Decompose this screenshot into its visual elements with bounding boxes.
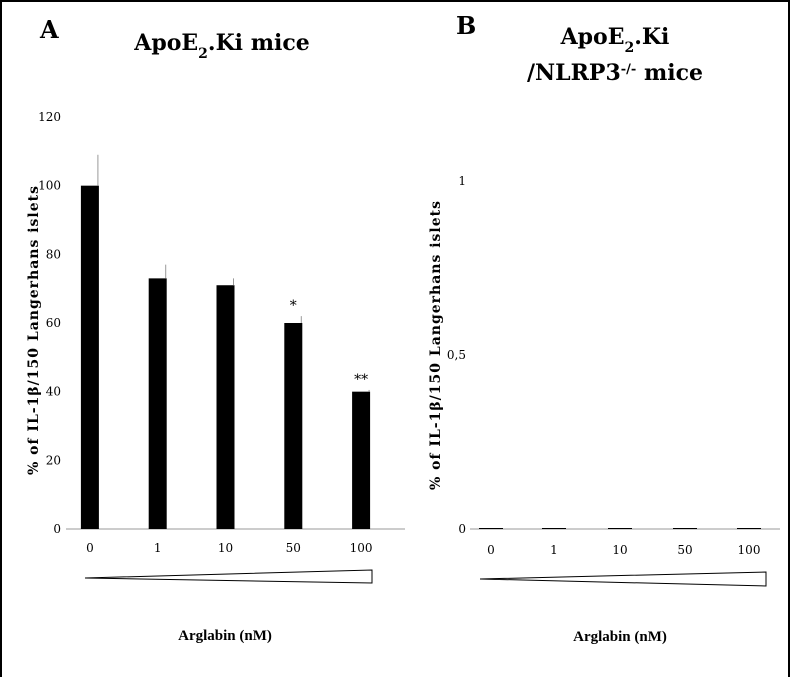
y-tick-label: 0,5 [447,348,466,362]
x-tick-label: 10 [612,543,627,557]
panel-b-x-axis-label: Arglabin (nM) [573,629,667,645]
panel-b-title: ApoE2.Ki/NLRP3-/- mice [527,24,703,86]
bar [737,528,761,529]
x-tick-label: 100 [350,541,373,555]
y-tick-label: 40 [46,385,61,399]
x-tick-label: 0 [487,543,495,557]
panel-b: B ApoE2.Ki/NLRP3-/- mice % of IL-1β/150 … [428,11,780,645]
panel-b-y-ticks: 00,51 [447,174,466,536]
x-tick-label: 100 [738,543,761,557]
x-tick-label: 50 [677,543,692,557]
panel-a-concentration-wedge [84,569,373,584]
panel-b-title-line: ApoE2.Ki [560,24,670,56]
y-tick-label: 0 [53,522,61,536]
x-tick-label: 1 [550,543,558,557]
bar [148,278,167,529]
panel-a-x-ticks: 0 1 10 50 100 [86,541,372,555]
bar [80,185,99,529]
panel-b-y-axis-label: % of IL-1β/150 Langerhans islets [428,200,444,490]
y-tick-label: 60 [46,316,61,330]
x-tick-label: 50 [286,541,301,555]
bar [608,528,632,529]
y-tick-label: 120 [38,110,61,124]
panel-a-y-axis-label: % of IL-1β/150 Langerhans islets [26,185,42,475]
panel-b-letter: B [456,11,476,40]
panel-b-x-ticks: 0 1 10 50 100 [487,543,760,557]
significance-marker: ** [354,372,368,388]
x-tick-label: 0 [86,541,94,555]
panel-a-y-ticks: 0 20 40 60 80 100 120 [38,110,61,536]
x-tick-label: 1 [154,541,162,555]
y-tick-label: 20 [46,453,61,467]
bar [479,528,503,529]
bar [284,323,303,529]
y-tick-label: 0 [458,522,466,536]
panel-b-concentration-wedge [479,571,767,587]
panel-b-title-line: /NLRP3-/- mice [527,60,703,86]
panel-a-letter: A [39,15,59,44]
bar [542,528,566,529]
panel-a-x-axis-label: Arglabin (nM) [178,628,272,644]
panel-a-title: ApoE2.Ki mice [133,30,309,62]
bar [352,391,371,529]
bar [673,528,697,529]
x-tick-label: 10 [218,541,233,555]
panel-a: A ApoE2.Ki mice % of IL-1β/150 Langerhan… [26,15,405,644]
y-tick-label: 100 [38,179,61,193]
significance-marker: * [290,298,297,314]
panel-a-bars: *** [80,154,371,529]
y-tick-label: 1 [458,174,466,188]
panel-b-bars [479,528,761,529]
bar [216,285,235,529]
y-tick-label: 80 [46,247,61,261]
panel-a-title-line: ApoE2.Ki mice [133,30,309,62]
